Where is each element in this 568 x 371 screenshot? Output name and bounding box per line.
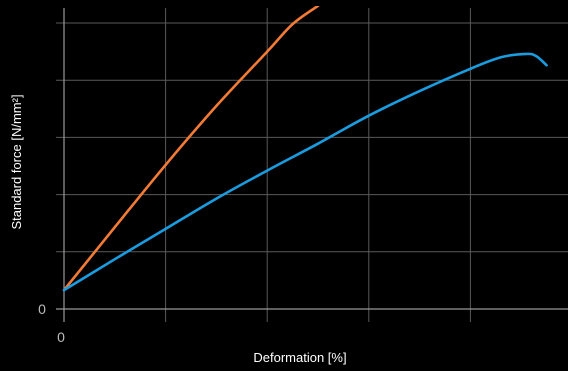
series-line-2 xyxy=(62,52,548,292)
series-line-1 xyxy=(62,6,320,292)
x-axis-label: Deformation [%] xyxy=(253,350,346,365)
tick-labels: 00 xyxy=(38,301,65,345)
series-layer xyxy=(62,6,548,292)
x-tick-label: 0 xyxy=(57,329,65,345)
y-tick-label: 0 xyxy=(38,301,46,317)
grid xyxy=(56,8,568,322)
y-axis-label: Standard force [N/mm²] xyxy=(9,94,24,229)
